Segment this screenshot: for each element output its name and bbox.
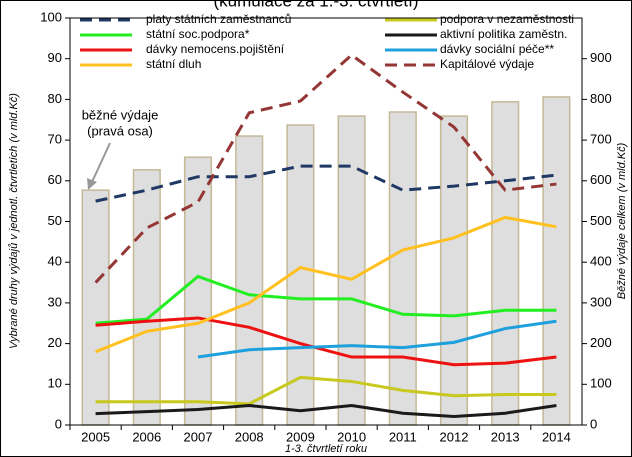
y-tick-label: 90 <box>48 50 62 65</box>
bar <box>439 115 469 426</box>
y-tick-label: 70 <box>48 132 62 147</box>
legend-label: dávky nemocens.pojištění <box>146 42 285 56</box>
y-tick-label: 20 <box>48 335 62 350</box>
x-axis-label: 1-3. čtvrtletí roku <box>285 443 367 455</box>
legend-label: aktivní politika zaměstn. <box>440 27 567 41</box>
legend-label: dávky sociální péče** <box>440 42 554 56</box>
x-tick-label: 2008 <box>235 429 264 444</box>
x-tick-label: 2006 <box>132 429 161 444</box>
y2-tick-label: 400 <box>590 254 612 269</box>
y2-tick-label: 800 <box>590 91 612 106</box>
y-tick-label: 80 <box>48 91 62 106</box>
x-tick-label: 2011 <box>389 429 417 444</box>
y2-tick-label: 200 <box>590 335 612 350</box>
line <box>95 215 557 354</box>
chart-title: (kumulace za 1.-3. čtvrtletí) <box>213 0 418 10</box>
bar <box>337 115 366 426</box>
y-tick-label: 30 <box>48 294 62 309</box>
y-tick-label: 100 <box>40 9 62 24</box>
y-tick-label: 40 <box>48 254 62 269</box>
line <box>95 316 557 367</box>
legend-label: Kapitálové výdaje <box>440 57 534 71</box>
x-tick-label: 2009 <box>286 429 315 444</box>
line <box>95 375 557 406</box>
legend-label: státní dluh <box>146 57 201 71</box>
bar <box>235 135 264 426</box>
legend-label: podpora v nezaměstnosti <box>440 12 574 26</box>
x-tick-label: 2010 <box>337 429 366 444</box>
y2-tick-label: 600 <box>590 172 612 187</box>
y2-tick-label: 100 <box>590 376 612 391</box>
y2-tick-label: 700 <box>590 132 612 147</box>
y-tick-label: 0 <box>55 416 62 431</box>
bar <box>388 111 417 426</box>
bar <box>81 189 110 426</box>
bar <box>542 96 571 426</box>
y-tick-label: 60 <box>48 172 62 187</box>
y2-tick-label: 300 <box>590 294 612 309</box>
legend-label: platy státních zaměstnanců <box>146 12 291 26</box>
bar <box>183 156 213 426</box>
line <box>95 403 557 418</box>
x-tick-label: 2013 <box>491 429 520 444</box>
line <box>95 164 557 203</box>
y-axis-label: Vybrané druhy výdajů v jednotl. čtvrtlet… <box>8 93 20 349</box>
y2-axis-label: Běžné výdaje celkem (v mld.Kč) <box>616 142 628 299</box>
x-tick-label: 2012 <box>440 429 469 444</box>
bar <box>491 101 520 426</box>
annotation: běžné výdaje <box>82 107 159 122</box>
line <box>94 53 557 284</box>
x-tick-label: 2007 <box>184 429 213 444</box>
y2-tick-label: 900 <box>590 50 612 65</box>
annotation: (pravá osa) <box>87 123 153 138</box>
annotation-arrowhead <box>87 178 97 190</box>
x-tick-label: 2005 <box>81 429 110 444</box>
y-tick-label: 50 <box>48 213 62 228</box>
legend-label: státní soc.podpora* <box>146 27 250 41</box>
x-tick-label: 2014 <box>542 429 571 444</box>
annotation-arrow <box>91 142 111 183</box>
y2-tick-label: 500 <box>590 213 612 228</box>
bar <box>132 169 161 426</box>
y2-tick-label: 0 <box>590 416 597 431</box>
y-tick-label: 10 <box>48 376 62 391</box>
line <box>95 274 557 325</box>
line <box>197 319 557 359</box>
